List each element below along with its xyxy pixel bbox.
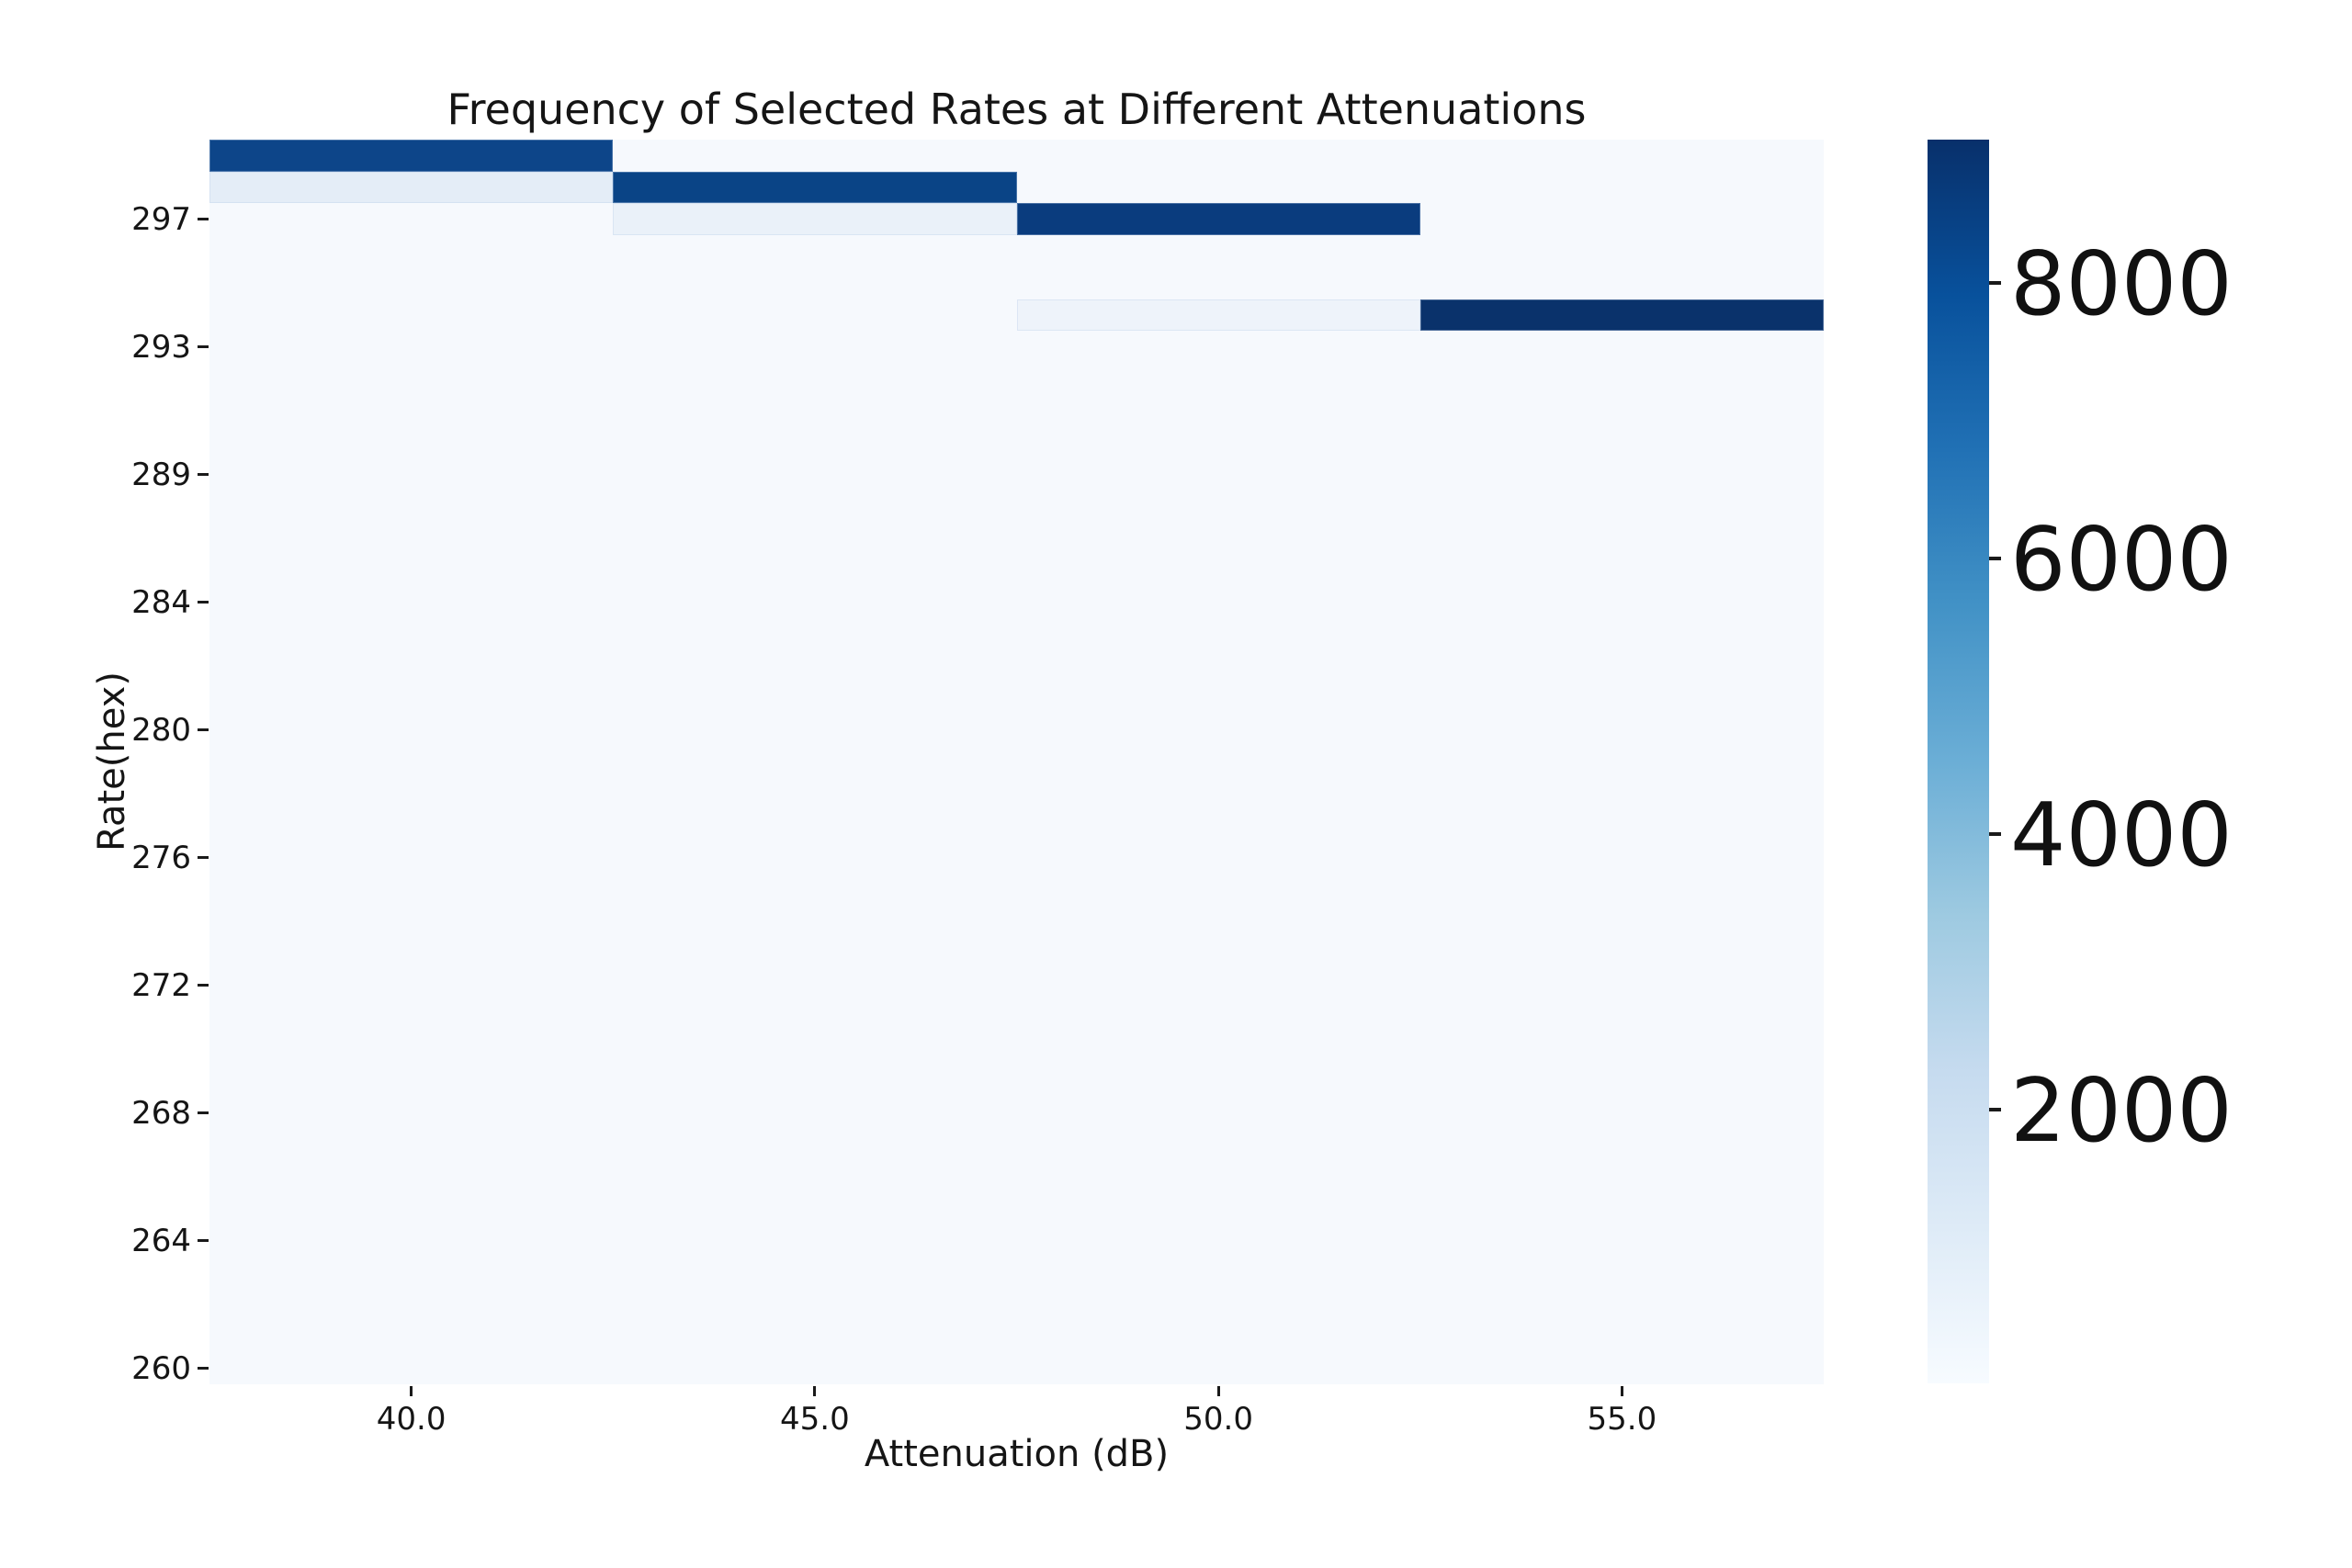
y-tick-mark-297 <box>198 218 209 221</box>
colorbar-tick-mark-2000 <box>1989 1107 2001 1111</box>
chart-title: Frequency of Selected Rates at Different… <box>447 85 1587 134</box>
y-tick-label-260: 260 <box>131 1349 191 1387</box>
y-tick-label-268: 268 <box>131 1094 191 1132</box>
colorbar <box>1928 140 1989 1383</box>
y-tick-mark-293 <box>198 345 209 349</box>
y-tick-label-276: 276 <box>131 839 191 876</box>
y-tick-label-293: 293 <box>131 328 191 366</box>
colorbar-tick-mark-8000 <box>1989 280 2001 285</box>
y-tick-label-284: 284 <box>131 583 191 621</box>
x-axis-label: Attenuation (dB) <box>864 1433 1170 1475</box>
x-tick-mark-45.0 <box>813 1386 817 1396</box>
heatmap-cell-45.0dB-rate-298 <box>613 171 1017 204</box>
heatmap-cell-50.0dB-rate-294 <box>1016 299 1420 332</box>
heatmap-plot-area <box>209 140 1824 1384</box>
heatmap-cell-50.0dB-rate-297 <box>1016 203 1420 236</box>
x-tick-label-40.0: 40.0 <box>376 1401 447 1438</box>
y-tick-label-289: 289 <box>131 456 191 493</box>
y-tick-mark-280 <box>198 728 209 732</box>
x-tick-label-50.0: 50.0 <box>1183 1401 1253 1438</box>
colorbar-tick-mark-6000 <box>1989 556 2001 560</box>
y-axis-label: Rate(hex) <box>91 671 133 852</box>
x-tick-mark-40.0 <box>410 1386 413 1396</box>
y-tick-mark-260 <box>198 1367 209 1371</box>
y-tick-label-264: 264 <box>131 1222 191 1259</box>
colorbar-tick-label-4000: 4000 <box>2010 784 2233 886</box>
y-tick-mark-268 <box>198 1111 209 1115</box>
y-tick-label-297: 297 <box>131 200 191 238</box>
x-tick-label-55.0: 55.0 <box>1587 1401 1657 1438</box>
colorbar-tick-label-2000: 2000 <box>2010 1060 2233 1162</box>
y-tick-mark-284 <box>198 601 209 604</box>
heatmap-cell-40.0dB-rate-298 <box>209 171 614 204</box>
colorbar-tick-mark-4000 <box>1989 831 2001 836</box>
x-tick-mark-50.0 <box>1216 1386 1220 1396</box>
y-tick-label-280: 280 <box>131 711 191 749</box>
y-tick-mark-264 <box>198 1239 209 1243</box>
y-tick-label-272: 272 <box>131 966 191 1004</box>
heatmap-cell-45.0dB-rate-297 <box>613 203 1017 236</box>
y-tick-mark-289 <box>198 473 209 477</box>
heatmap-cell-40.0dB-rate-299 <box>209 140 614 172</box>
x-tick-label-45.0: 45.0 <box>780 1401 850 1438</box>
colorbar-tick-label-8000: 8000 <box>2010 233 2233 335</box>
heatmap-cell-55.0dB-rate-294 <box>1419 299 1824 332</box>
x-tick-mark-55.0 <box>1620 1386 1623 1396</box>
y-tick-mark-272 <box>198 984 209 987</box>
colorbar-tick-label-6000: 6000 <box>2010 509 2233 611</box>
y-tick-mark-276 <box>198 856 209 860</box>
